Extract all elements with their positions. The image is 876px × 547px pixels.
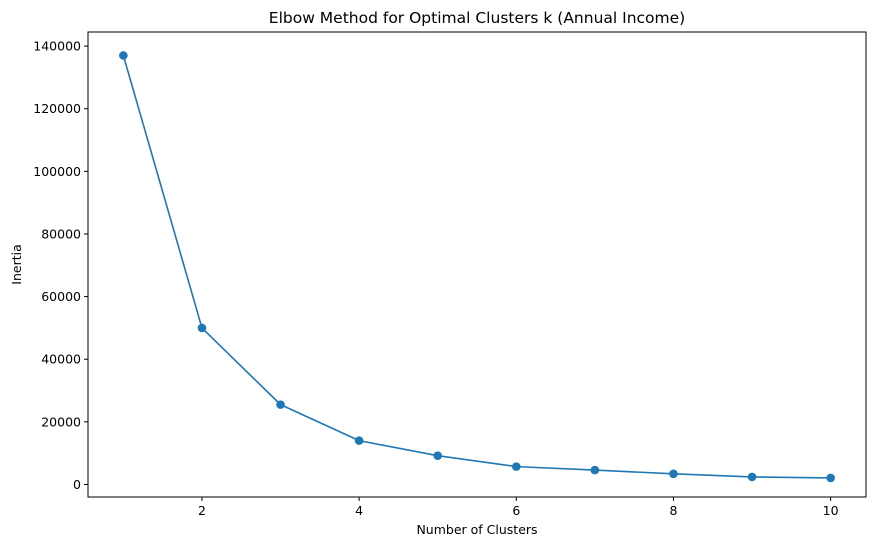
y-tick-label: 20000 <box>41 414 81 429</box>
y-axis-label: Inertia <box>9 244 24 284</box>
y-axis: 0 20000 40000 60000 80000 100000 120000 140000 <box>33 39 88 492</box>
data-point <box>276 400 285 409</box>
plot-frame <box>87 31 867 498</box>
data-point <box>669 469 678 479</box>
data-point <box>826 473 835 483</box>
x-axis: 2 4 6 8 10 <box>198 497 839 518</box>
data-point <box>197 323 207 333</box>
x-tick-label: 6 <box>512 503 520 518</box>
x-tick-label: 2 <box>198 503 206 518</box>
series-line <box>122 55 831 479</box>
y-tick-label: 40000 <box>41 352 81 367</box>
x-tick-label: 4 <box>355 503 363 518</box>
x-axis-label: Number of Clusters <box>416 522 537 537</box>
data-point <box>119 51 128 60</box>
data-point <box>511 462 521 471</box>
x-tick-label: 10 <box>823 503 839 518</box>
data-point <box>433 451 443 460</box>
y-tick-label: 100000 <box>33 164 81 179</box>
data-point <box>354 436 364 445</box>
data-point <box>747 472 757 482</box>
y-tick-label: 140000 <box>33 39 81 54</box>
data-point <box>590 465 600 475</box>
y-tick-label: 0 <box>73 477 81 492</box>
y-tick-label: 120000 <box>33 101 81 116</box>
y-tick-label: 80000 <box>41 226 81 241</box>
y-tick-label: 60000 <box>41 289 81 304</box>
plot-area: 2 4 6 8 10 0 20000 40000 60000 80000 100000 120000… <box>33 31 867 518</box>
x-tick-label: 8 <box>669 503 677 518</box>
series-layer <box>119 51 835 483</box>
chart-title: Elbow Method for Optimal Clusters k (Ann… <box>269 9 685 27</box>
